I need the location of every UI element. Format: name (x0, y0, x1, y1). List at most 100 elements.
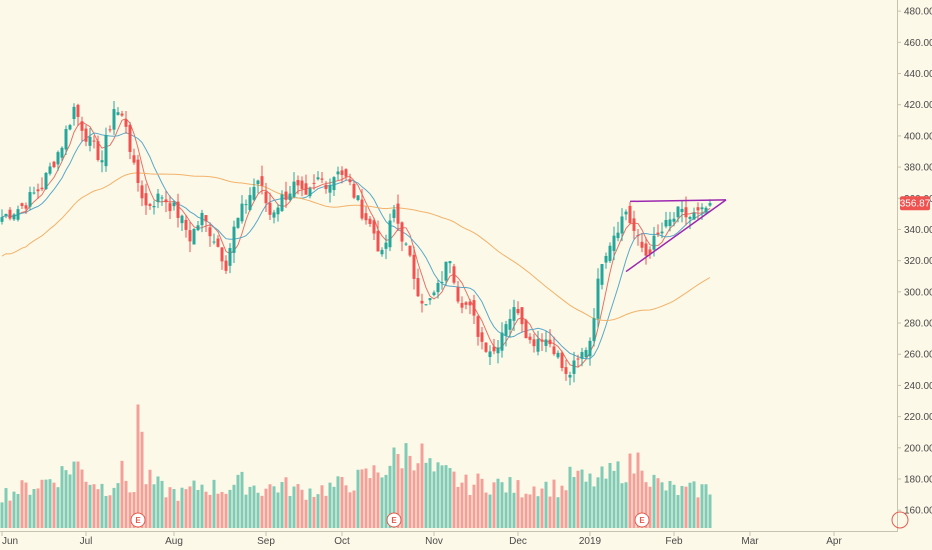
volume-bar (284, 477, 288, 528)
candle (456, 280, 460, 304)
volume-bars (0, 404, 712, 528)
candle (156, 189, 160, 209)
candle-body (408, 245, 412, 256)
volume-bar (628, 453, 632, 528)
candle-body (500, 332, 504, 351)
volume-bar (252, 485, 256, 528)
candle-body (172, 202, 176, 207)
volume-bar (632, 473, 636, 528)
trendline[interactable] (625, 199, 727, 273)
candle-body (288, 193, 292, 200)
price-tick-label: 220.00 (904, 412, 932, 423)
volume-bar (76, 461, 80, 528)
candle-body (32, 192, 36, 194)
candle-body (352, 183, 356, 198)
candle (612, 226, 616, 261)
earnings-marker-circle[interactable] (130, 512, 146, 528)
earnings-marker[interactable]: E (386, 512, 402, 528)
candle (668, 211, 672, 232)
candle (564, 359, 568, 381)
volume-bar (668, 480, 672, 528)
candle-body (480, 332, 484, 342)
candle (352, 181, 356, 200)
volume-bar (608, 462, 612, 528)
candle (672, 212, 676, 227)
volume-bar (388, 465, 392, 528)
candle-body (144, 193, 148, 206)
candle (256, 179, 260, 194)
ma-line-5 (1, 118, 711, 368)
volume-bar (372, 465, 376, 528)
candle (548, 329, 552, 348)
candle (32, 186, 36, 195)
candle-body (512, 307, 516, 321)
time-tick-label: Sep (257, 536, 275, 547)
time-axis[interactable]: Jun Jul Aug Sep Oct Nov Dec 2019 Feb Mar Apr (1, 532, 843, 547)
volume-bar (276, 492, 280, 528)
candle-body (336, 171, 340, 175)
earnings-marker-circle[interactable] (634, 512, 650, 528)
volume-bar (596, 477, 600, 528)
price-tick-label: 260.00 (904, 350, 932, 361)
candle-body (440, 282, 444, 284)
candle-body (12, 214, 16, 220)
candle (392, 205, 396, 223)
volume-bar (696, 497, 700, 528)
volume-bar (24, 482, 28, 528)
trendlines[interactable] (625, 199, 727, 273)
earnings-marker[interactable]: E (634, 512, 650, 528)
candle (288, 185, 292, 202)
candle (220, 247, 224, 270)
volume-bar (624, 482, 628, 528)
candle-body (648, 249, 652, 255)
candle-body (428, 298, 432, 301)
volume-bar (136, 404, 140, 528)
earnings-event-circle[interactable] (891, 511, 909, 529)
volume-bar (464, 474, 468, 528)
earnings-event-icon[interactable] (891, 511, 909, 529)
volume-bar (480, 478, 484, 528)
candle-body (180, 215, 184, 224)
candle (108, 125, 112, 133)
volume-bar (468, 494, 472, 528)
candle (388, 213, 392, 252)
volume-bar (292, 486, 296, 528)
candle-body (340, 170, 344, 175)
current-price-badge-label: 356.87 (900, 199, 931, 210)
candle (376, 220, 380, 252)
candle (296, 175, 300, 195)
candle-body (220, 247, 224, 262)
candle-body (176, 201, 180, 218)
candle-body (52, 161, 56, 168)
candle (580, 347, 584, 367)
candle-body (444, 261, 448, 281)
candle (492, 338, 496, 355)
candle (152, 200, 156, 215)
candle (460, 296, 464, 314)
volume-bar (636, 452, 640, 528)
candle (68, 123, 72, 131)
candle (104, 127, 108, 172)
candle-body (652, 235, 656, 250)
candle (116, 107, 120, 116)
candle (536, 330, 540, 356)
volume-bar (400, 468, 404, 528)
trendline[interactable] (629, 199, 727, 203)
candle-body (136, 159, 140, 184)
volume-bar (648, 486, 652, 528)
candle-body (236, 217, 240, 228)
candle-body (404, 243, 408, 245)
candle-body (508, 318, 512, 330)
candle-body (260, 176, 264, 186)
earnings-marker-circle[interactable] (386, 512, 402, 528)
volume-bar (180, 487, 184, 528)
earnings-marker[interactable]: E (130, 512, 146, 528)
price-tick-label: 480.00 (904, 7, 932, 18)
volume-bar (204, 491, 208, 528)
candle (112, 100, 116, 135)
volume-bar (192, 480, 196, 528)
volume-bar (88, 484, 92, 528)
candle (340, 166, 344, 184)
